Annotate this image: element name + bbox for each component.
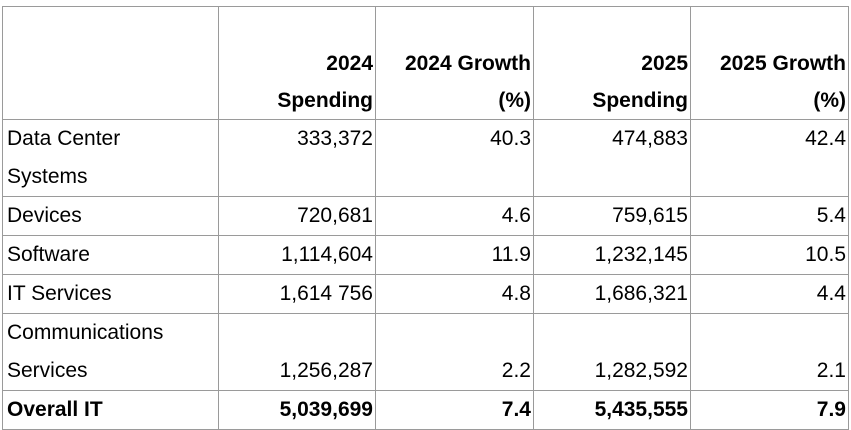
header-2025-growth: 2025 Growth (%) bbox=[690, 6, 849, 120]
value-cell: 11.9 bbox=[375, 235, 534, 275]
value-cell: 4.4 bbox=[690, 274, 849, 314]
value-cell: 7.4 bbox=[375, 390, 534, 430]
value-cell: 474,883 bbox=[533, 119, 691, 197]
header-row: 2024 Spending 2024 Growth (%) 2025 Spending… bbox=[2, 6, 849, 120]
value-cell: 1,614 756 bbox=[218, 274, 376, 314]
it-spending-table: 2024 Spending 2024 Growth (%) 2025 Spending… bbox=[2, 6, 849, 430]
value-cell: 4.8 bbox=[375, 274, 534, 314]
value-cell: 720,681 bbox=[218, 196, 376, 236]
segment-cell: IT Services bbox=[2, 274, 219, 314]
table-row: Devices 720,681 4.6 759,615 5.4 bbox=[2, 196, 849, 236]
value-cell: 5.4 bbox=[690, 196, 849, 236]
value-cell: 5,039,699 bbox=[218, 390, 376, 430]
value-cell: 5,435,555 bbox=[533, 390, 691, 430]
value-cell: 42.4 bbox=[690, 119, 849, 197]
value-cell: 2.1 bbox=[690, 313, 849, 391]
total-row: Overall IT 5,039,699 7.4 5,435,555 7.9 bbox=[2, 390, 849, 430]
segment-cell: Data Center Systems bbox=[2, 119, 219, 197]
segment-cell: Overall IT bbox=[2, 390, 219, 430]
value-cell: 1,232,145 bbox=[533, 235, 691, 275]
value-cell: 759,615 bbox=[533, 196, 691, 236]
table-row: Data Center Systems 333,372 40.3 474,883 … bbox=[2, 119, 849, 197]
value-cell: 1,114,604 bbox=[218, 235, 376, 275]
value-cell: 1,256,287 bbox=[218, 313, 376, 391]
value-cell: 40.3 bbox=[375, 119, 534, 197]
segment-cell: Communications Services bbox=[2, 313, 219, 391]
value-cell: 1,686,321 bbox=[533, 274, 691, 314]
value-cell: 10.5 bbox=[690, 235, 849, 275]
segment-cell: Devices bbox=[2, 196, 219, 236]
value-cell: 4.6 bbox=[375, 196, 534, 236]
segment-cell: Software bbox=[2, 235, 219, 275]
value-cell: 1,282,592 bbox=[533, 313, 691, 391]
header-2024-growth: 2024 Growth (%) bbox=[375, 6, 534, 120]
value-cell: 7.9 bbox=[690, 390, 849, 430]
table-row: Software 1,114,604 11.9 1,232,145 10.5 bbox=[2, 235, 849, 275]
value-cell: 333,372 bbox=[218, 119, 376, 197]
header-empty bbox=[2, 6, 219, 120]
table-row: IT Services 1,614 756 4.8 1,686,321 4.4 bbox=[2, 274, 849, 314]
table-row: Communications Services 1,256,287 2.2 1,2… bbox=[2, 313, 849, 391]
header-2024-spending: 2024 Spending bbox=[218, 6, 376, 120]
header-2025-spending: 2025 Spending bbox=[533, 6, 691, 120]
value-cell: 2.2 bbox=[375, 313, 534, 391]
